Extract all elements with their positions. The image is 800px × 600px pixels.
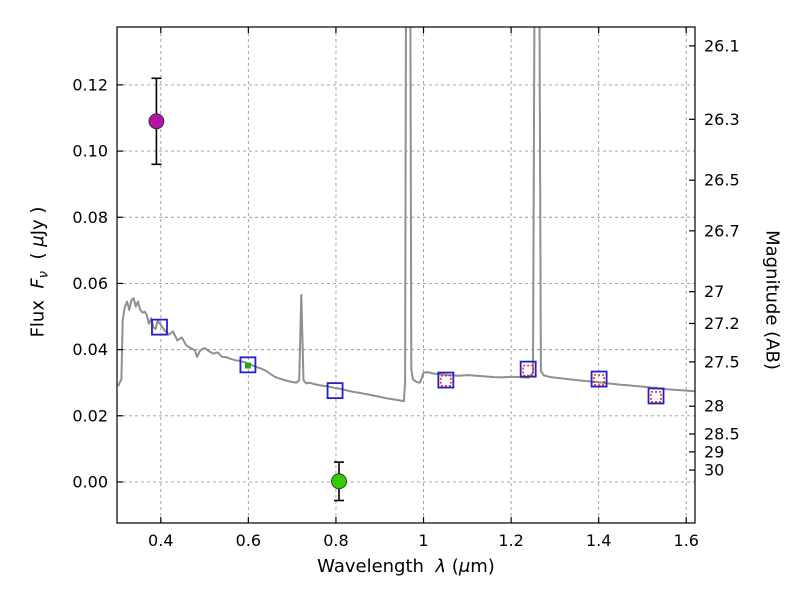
green-point-marker <box>331 473 347 490</box>
y-tick-label-right: 27 <box>704 282 724 301</box>
spectrum-line <box>117 27 695 403</box>
y-axis-label-right: Magnitude (AB) <box>762 230 783 370</box>
y-tick-label-left: 0.12 <box>72 75 108 94</box>
photometry-blue-square <box>590 370 608 388</box>
x-tick-label: 0.8 <box>323 531 348 550</box>
photometry-blue-square <box>239 356 257 374</box>
photometry-blue-square <box>151 318 168 336</box>
y-tick-label-right: 26.3 <box>704 110 740 129</box>
y-tick-label-right: 27.2 <box>704 314 740 333</box>
photometry-blue-square <box>437 371 455 389</box>
y-axis-label-left: Flux Fν ( μJy ) <box>27 206 52 338</box>
y-tick-label-left: 0.06 <box>72 274 108 293</box>
x-tick-label: 0.4 <box>148 531 173 550</box>
y-tick-label-right: 26.7 <box>704 221 740 240</box>
photometry-red-square <box>593 374 605 386</box>
y-tick-label-right: 30 <box>704 461 724 480</box>
x-axis-label-part-4: m) <box>470 556 495 577</box>
photometry-red-square <box>440 374 452 387</box>
axes-frame <box>116 26 696 524</box>
x-tick-label: 1.4 <box>586 531 611 550</box>
x-tick-label: 1.2 <box>498 531 523 550</box>
y-axis-label-left-part-3: ( <box>27 246 49 271</box>
y-axis-label-left-part-1: F <box>27 278 49 289</box>
photometry-blue-square <box>647 387 665 405</box>
photometry-blue-square <box>519 360 537 378</box>
y-tick-label-left: 0.02 <box>72 406 108 425</box>
x-axis-label-part-1: λ <box>435 556 447 577</box>
y-tick-label-left: 0.08 <box>72 208 108 227</box>
y-tick-label-right: 26.5 <box>704 171 740 190</box>
y-tick-label-left: 0.04 <box>72 340 108 359</box>
y-axis-label-left-part-5: Jy ) <box>27 206 49 236</box>
y-axis-label-left-part-4: μ <box>27 235 49 247</box>
y-tick-label-left: 0.10 <box>72 142 108 161</box>
y-tick-label-left: 0.00 <box>72 472 108 491</box>
x-tick-label: 0.6 <box>236 531 261 550</box>
y-axis-label-left-part-0: Flux <box>27 288 49 338</box>
photometry-blue-square <box>326 382 344 400</box>
y-tick-label-right: 26.1 <box>704 36 740 55</box>
y-axis-label-left-part-2: ν <box>36 270 52 279</box>
y-tick-label-right: 28.5 <box>704 424 740 443</box>
y-axis-label-right-text: Magnitude (AB) <box>761 230 783 370</box>
x-axis-label: Wavelength λ (μm) <box>117 556 695 577</box>
green-small-marker <box>244 362 251 369</box>
x-tick-label: 1.6 <box>674 531 699 550</box>
x-axis-label-part-0: Wavelength <box>317 556 436 577</box>
y-tick-label-right: 28 <box>704 397 724 416</box>
x-axis-label-part-3: μ <box>458 556 471 577</box>
y-tick-label-right: 27.5 <box>704 352 740 371</box>
x-tick-label: 1 <box>418 531 428 550</box>
photometry-red-square <box>650 391 662 403</box>
x-axis-label-part-2: ( <box>446 556 459 577</box>
magenta-point-marker <box>148 113 165 130</box>
y-tick-label-right: 29 <box>704 442 724 461</box>
photometry-red-square <box>522 364 534 377</box>
